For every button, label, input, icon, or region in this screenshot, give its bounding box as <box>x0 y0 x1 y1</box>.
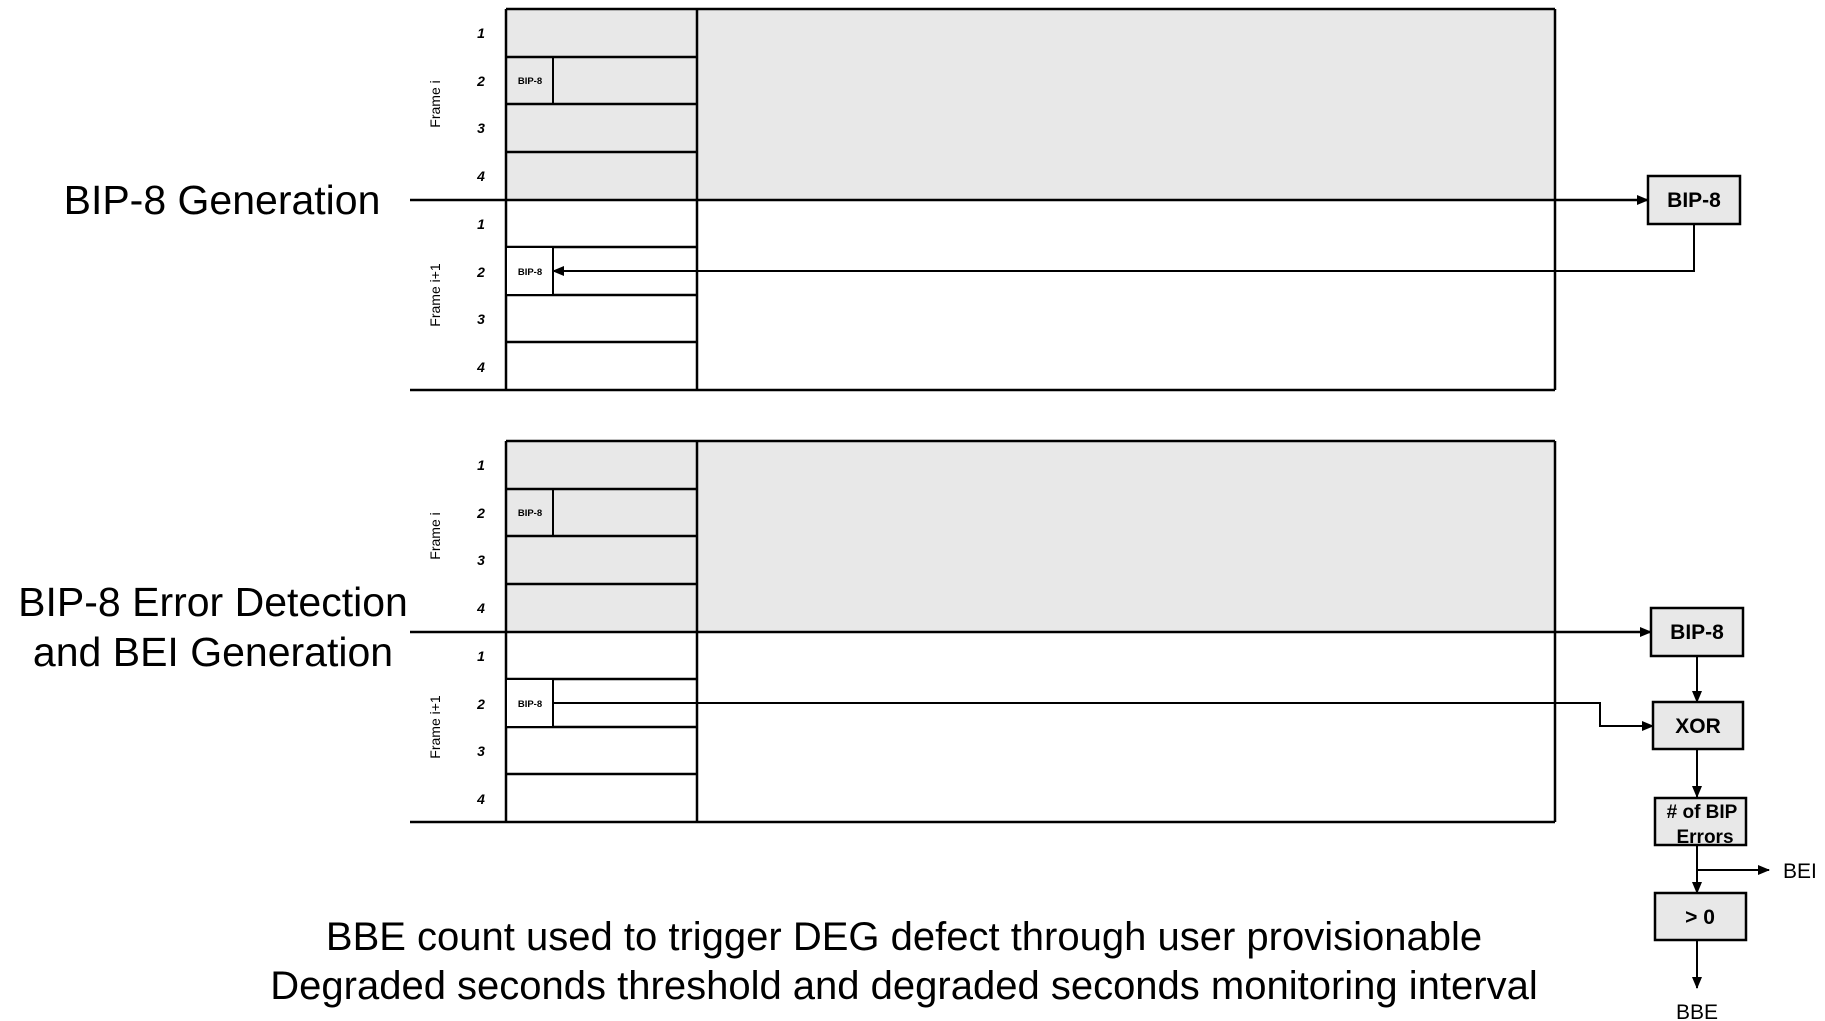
generation-title: BIP-8 Generation <box>64 177 381 223</box>
row-number: 4 <box>476 791 485 807</box>
detection-section: BIP-8 BIP-8 1 2 3 4 1 2 3 4 Frame i Fram… <box>18 439 1817 1021</box>
bip-errors-label-line2: Errors <box>1676 827 1733 848</box>
generation-section: BIP-8 BIP-8 1 2 3 4 1 2 3 4 Frame i Fram… <box>64 7 1742 392</box>
frame-i-label: Frame i <box>427 512 443 559</box>
bip8-cell-label: BIP-8 <box>518 508 542 519</box>
received-bip8-arrow <box>553 702 1654 731</box>
bip8-cell-label: BIP-8 <box>518 267 542 278</box>
xor-box <box>1651 700 1745 751</box>
row-number: 2 <box>476 505 485 521</box>
frame-i-plus-1-label: Frame i+1 <box>427 263 443 327</box>
row-number: 1 <box>477 457 485 473</box>
bbe-output-label: BBE <box>1676 1001 1718 1021</box>
row-number: 2 <box>476 696 485 712</box>
bip8-compute-box <box>1646 174 1742 226</box>
row-number: 2 <box>476 264 485 280</box>
bip-errors-label-line1: # of BIP <box>1667 802 1738 823</box>
bip8-cell-frame-i <box>505 56 554 105</box>
row-number: 1 <box>477 216 485 232</box>
bip8-compute-label: BIP-8 <box>1670 621 1724 644</box>
row-number: 3 <box>477 552 485 568</box>
xor-label: XOR <box>1675 715 1721 738</box>
detection-title-line2: and BEI Generation <box>33 629 393 675</box>
caption-line1: BBE count used to trigger DEG defect thr… <box>326 915 1482 959</box>
row-number: 1 <box>477 648 485 664</box>
row-number: 4 <box>476 359 485 375</box>
row-number: 2 <box>476 73 485 89</box>
frame-i-label: Frame i <box>427 80 443 127</box>
bip8-cell-label: BIP-8 <box>518 699 542 710</box>
bip8-insert-arrow <box>552 224 1695 276</box>
greater-than-zero-label: > 0 <box>1685 906 1715 929</box>
bip8-compute-label: BIP-8 <box>1667 189 1721 212</box>
row-number: 4 <box>476 168 485 184</box>
row-number: 1 <box>477 25 485 41</box>
caption-line2: Degraded seconds threshold and degraded … <box>270 964 1537 1008</box>
bip8-compute-box <box>1649 606 1745 658</box>
greater-than-zero-box <box>1653 891 1748 942</box>
frame-i-plus-1-label: Frame i+1 <box>427 695 443 759</box>
bip8-cell-frame-i-plus-1 <box>505 678 554 728</box>
bip8-cell-label: BIP-8 <box>518 76 542 87</box>
bip-errors-box <box>1653 796 1748 847</box>
bei-output-label: BEI <box>1783 860 1817 883</box>
row-number: 3 <box>477 743 485 759</box>
row-number: 3 <box>477 311 485 327</box>
detection-title-line1: BIP-8 Error Detection <box>18 579 408 625</box>
row-number: 3 <box>477 120 485 136</box>
row-number: 4 <box>476 600 485 616</box>
